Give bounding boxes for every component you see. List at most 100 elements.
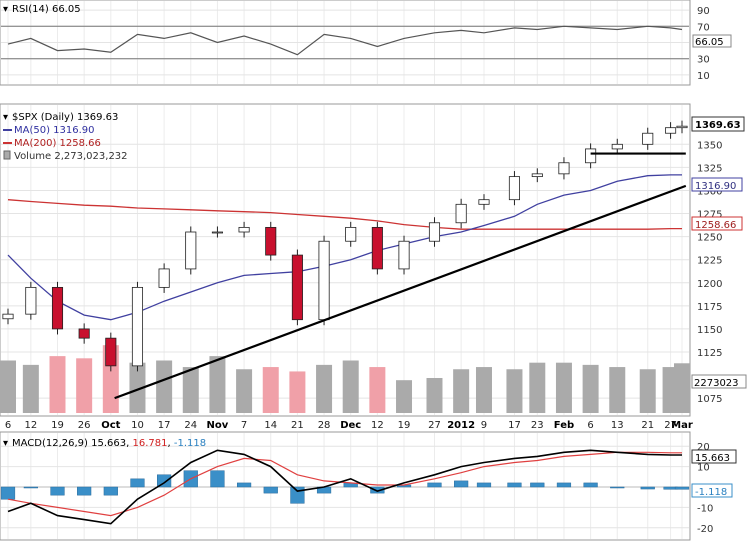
ma50-tag-bg [691,177,743,192]
volume-bar [609,367,626,413]
macd-legend: MACD(12,26,9) 15.663, 16.781, -1.118 [12,438,206,449]
macd-histogram-bar [476,482,492,488]
x-axis-tick: Feb [554,420,574,431]
candle-body [455,203,467,224]
volume-bar [22,364,39,413]
candle-body [51,286,64,330]
x-axis-tick: Mar [671,420,693,431]
candle-body [428,222,441,242]
ma200-tag: 1258.66 [695,220,736,231]
x-axis-tick: 23 [531,420,544,431]
volume-bar [453,369,470,413]
candle-body [265,226,277,256]
macd-histogram-bar [77,486,92,496]
candle-body [291,254,303,321]
candle-body [531,173,543,178]
x-axis-tick: 24 [184,420,197,431]
macd-tag-bg [691,449,737,464]
macd-legend-macd: 15.663 [91,438,126,449]
volume-bar [129,362,146,413]
x-axis-tick: 27 [428,420,441,431]
x-axis-tick: Oct [101,420,120,431]
rsi-value-tag: 66.05 [695,37,724,48]
candle-body [105,337,117,367]
volume-bar [76,358,93,413]
ma200-tag-bg [691,216,743,231]
rsi-y-tick: 30 [697,55,710,66]
x-axis-tick: 13 [611,420,624,431]
rsi-line-path [7,25,683,56]
macd-y-tick: -10 [697,503,713,514]
price-y-tick: 1350 [697,140,722,151]
macd-tag: 15.663 [695,453,730,464]
volume-bar [0,360,16,413]
candle-body [642,132,654,145]
volume-bar [674,363,690,413]
volume-bar [506,369,523,413]
x-axis-tick: Nov [207,420,229,431]
candle-body [185,231,197,270]
volume-legend-swatch [3,150,11,160]
rsi-y-tick: 10 [697,71,710,82]
price-y-tick: 1300 [697,186,722,197]
macd-histogram-bar [0,486,16,500]
price-y-tick: 1325 [697,163,722,174]
y-axis-labels: 9070503010135013251300127512501225120011… [697,6,722,535]
price-y-tick: 1225 [697,256,722,267]
macd-histogram-bar [507,482,522,488]
price-settings-icon[interactable]: ▾ [3,112,8,123]
x-axis-tick: 7 [241,420,247,431]
volume-bar [236,369,253,413]
candle-body [611,143,623,150]
x-axis-tick: 17 [158,420,171,431]
x-axis-tick: 2012 [447,420,475,431]
macd-legend-signal: 16.781 [133,438,168,449]
ma50-tag: 1316.90 [695,181,736,192]
volume-legend: Volume 2,273,023,232 [14,151,128,162]
macd-histogram-bar [290,486,305,504]
rsi-y-tick: 70 [697,22,710,33]
candle-body [508,176,520,201]
price-y-tick: 1275 [697,210,722,221]
rsi-y-tick: 90 [697,6,710,17]
x-axis-tick: 26 [78,420,91,431]
candle-body [478,199,490,205]
macd-histogram-bar [427,482,442,488]
x-axis-tick: Dec [340,420,361,431]
candle-body [318,240,330,321]
macd-histogram-bar [23,486,38,489]
rsi-line [7,25,683,56]
volume-bar [555,362,572,413]
volume-tag: 2273023 [694,378,739,389]
macd-legend-label: MACD(12,26,9) [12,438,88,449]
x-axis-tick: 9 [481,420,487,431]
volume-bar [529,362,546,413]
candle-body [78,328,90,339]
x-axis-tick: 19 [51,420,64,431]
volume-bar [369,367,386,413]
volume-bar [426,378,443,413]
price-y-tick: 1125 [697,348,722,359]
close-tag: 1369.63 [695,120,741,131]
x-axis-tick: 12 [371,420,384,431]
candle-body [211,231,223,234]
volume-tag-bg [691,374,747,389]
macd-settings-icon[interactable]: ▾ [3,438,8,449]
macd-histogram-bar [583,482,598,488]
price-candles [2,120,688,372]
macd-y-tick: 20 [697,442,710,453]
rsi-settings-icon[interactable]: ▾ [3,4,8,15]
candle-body [665,127,677,134]
macd-histogram-bar [530,482,545,488]
macd-series [0,449,690,525]
volume-bar [289,371,306,413]
macd-y-tick: -20 [697,524,713,535]
x-axis-tick: 27 [664,420,677,431]
volume-bar [316,364,333,413]
x-axis-tick: 21 [641,420,654,431]
macd-legend-hist: -1.118 [174,438,206,449]
x-axis-labels: 6 12 19 26 Oct 10 17 24 Nov 7 14 21 28 Dec 12 19 27 2012 9… [5,420,693,431]
macd-histogram-bar [103,486,118,496]
volume-bar [49,356,66,413]
